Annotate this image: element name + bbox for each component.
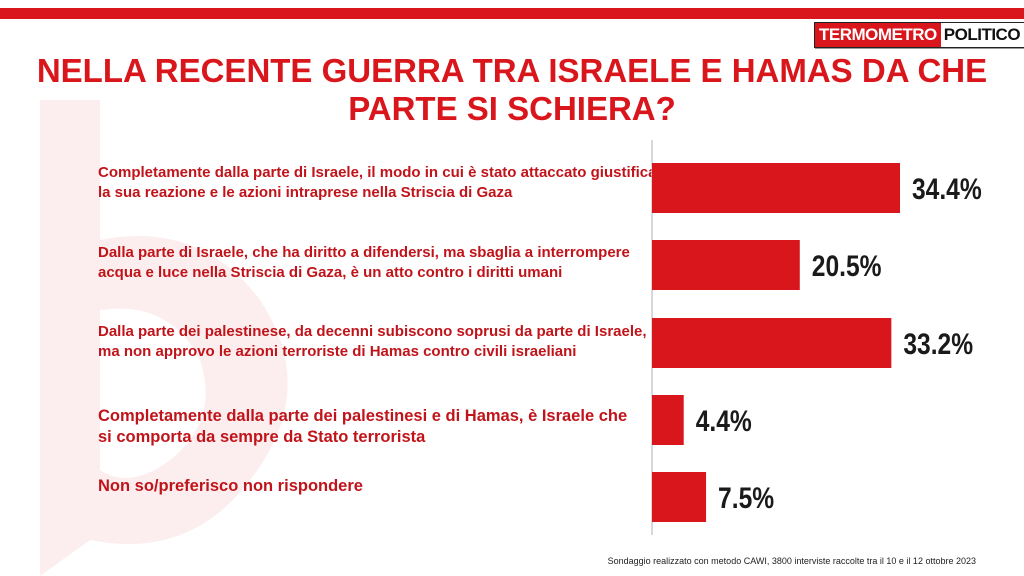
value-label-1: 34.4% [912,172,982,206]
bar-chart: 34.4% 20.5% 33.2% 4.4% 7.5% [651,140,982,535]
category-label-5: Non so/preferisco non rispondere [98,477,363,495]
value-label-3: 33.2% [903,327,973,361]
category-label-2: Dalla parte di Israele, che ha diritto a… [98,244,630,281]
chart-title: NELLA RECENTE GUERRA TRA ISRAELE E HAMAS… [36,52,988,127]
bar-5 [652,472,707,522]
category-label-3: Dalla parte dei palestinese, da decenni … [98,323,647,360]
footnote: Sondaggio realizzato con metodo CAWI, 38… [607,556,976,566]
category-label-4: Completamente dalla parte dei palestines… [98,407,628,446]
value-label-2: 20.5% [812,249,882,283]
top-accent-bar [0,8,1024,19]
bar-4 [652,395,684,445]
brand-logo-part1: TERMOMETRO [815,23,941,47]
bar-2 [652,240,800,290]
brand-logo: TERMOMETRO POLITICO [814,22,1024,48]
background-watermark-logo [40,100,288,576]
brand-logo-part2: POLITICO [940,23,1024,47]
bar-1 [652,163,900,213]
value-label-5: 7.5% [718,481,774,515]
category-label-1: Completamente dalla parte di Israele, il… [98,164,657,201]
value-label-4: 4.4% [696,404,752,438]
bar-3 [652,318,892,368]
